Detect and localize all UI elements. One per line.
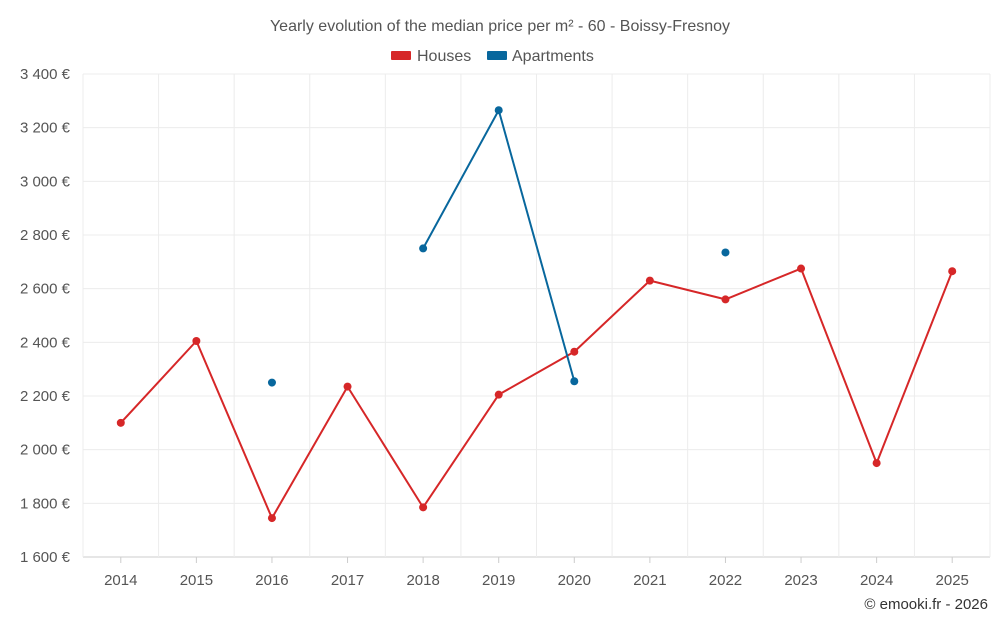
data-point-houses — [343, 382, 352, 391]
data-point-houses — [797, 264, 806, 273]
data-point-houses — [948, 267, 957, 276]
legend-item-houses[interactable]: Houses — [391, 48, 471, 65]
y-tick-label: 2 800 € — [20, 227, 71, 244]
x-tick-label: 2025 — [936, 572, 969, 589]
legend-label-apartments: Apartments — [512, 48, 594, 65]
y-tick-label: 2 400 € — [20, 334, 71, 351]
data-point-houses — [494, 390, 503, 399]
series-line-apartments — [422, 109, 576, 382]
y-tick-label: 2 200 € — [20, 388, 71, 405]
data-point-houses — [192, 336, 201, 345]
credit-text: © emooki.fr - 2026 — [864, 596, 988, 613]
x-tick-label: 2022 — [709, 572, 742, 589]
y-tick-label: 1 800 € — [20, 495, 71, 512]
x-tick-label: 2017 — [331, 572, 364, 589]
data-point-apartments — [721, 248, 730, 257]
x-axis: 2014 2015 2016 2017 2018 2019 2020 2021 2022 2023… — [104, 557, 969, 589]
x-tick-label: 2020 — [558, 572, 591, 589]
series-houses — [116, 264, 957, 523]
data-point-apartments — [494, 106, 503, 115]
x-tick-label: 2016 — [255, 572, 288, 589]
grid — [82, 73, 991, 558]
legend: Houses Apartments — [391, 48, 594, 65]
data-point-apartments — [267, 378, 276, 387]
legend-swatch-apartments — [487, 51, 507, 60]
data-point-houses — [721, 295, 730, 304]
data-point-houses — [116, 418, 125, 427]
y-tick-label: 3 200 € — [20, 120, 71, 137]
y-tick-label: 2 600 € — [20, 281, 71, 298]
y-tick-label: 3 400 € — [20, 66, 71, 83]
x-tick-label: 2023 — [784, 572, 817, 589]
data-point-houses — [872, 459, 881, 468]
series-layer — [116, 106, 957, 523]
legend-label-houses: Houses — [417, 48, 471, 65]
x-tick-label: 2018 — [406, 572, 439, 589]
chart-title: Yearly evolution of the median price per… — [270, 18, 730, 35]
series-apartments — [267, 106, 730, 387]
y-tick-label: 2 000 € — [20, 442, 71, 459]
data-point-houses — [645, 276, 654, 285]
y-tick-label: 1 600 € — [20, 549, 71, 566]
x-tick-label: 2019 — [482, 572, 515, 589]
data-point-apartments — [419, 244, 428, 253]
y-axis: 1 600 € 1 800 € 2 000 € 2 200 € 2 400 € 2 600… — [20, 66, 71, 566]
x-tick-label: 2014 — [104, 572, 137, 589]
x-tick-label: 2015 — [180, 572, 213, 589]
data-point-houses — [267, 514, 276, 523]
data-point-apartments — [570, 377, 579, 386]
data-point-houses — [570, 347, 579, 356]
x-tick-label: 2021 — [633, 572, 666, 589]
series-line-houses — [120, 267, 954, 520]
legend-swatch-houses — [391, 51, 411, 60]
x-tick-label: 2024 — [860, 572, 893, 589]
y-tick-label: 3 000 € — [20, 173, 71, 190]
legend-item-apartments[interactable]: Apartments — [487, 48, 594, 65]
data-point-houses — [419, 503, 428, 512]
